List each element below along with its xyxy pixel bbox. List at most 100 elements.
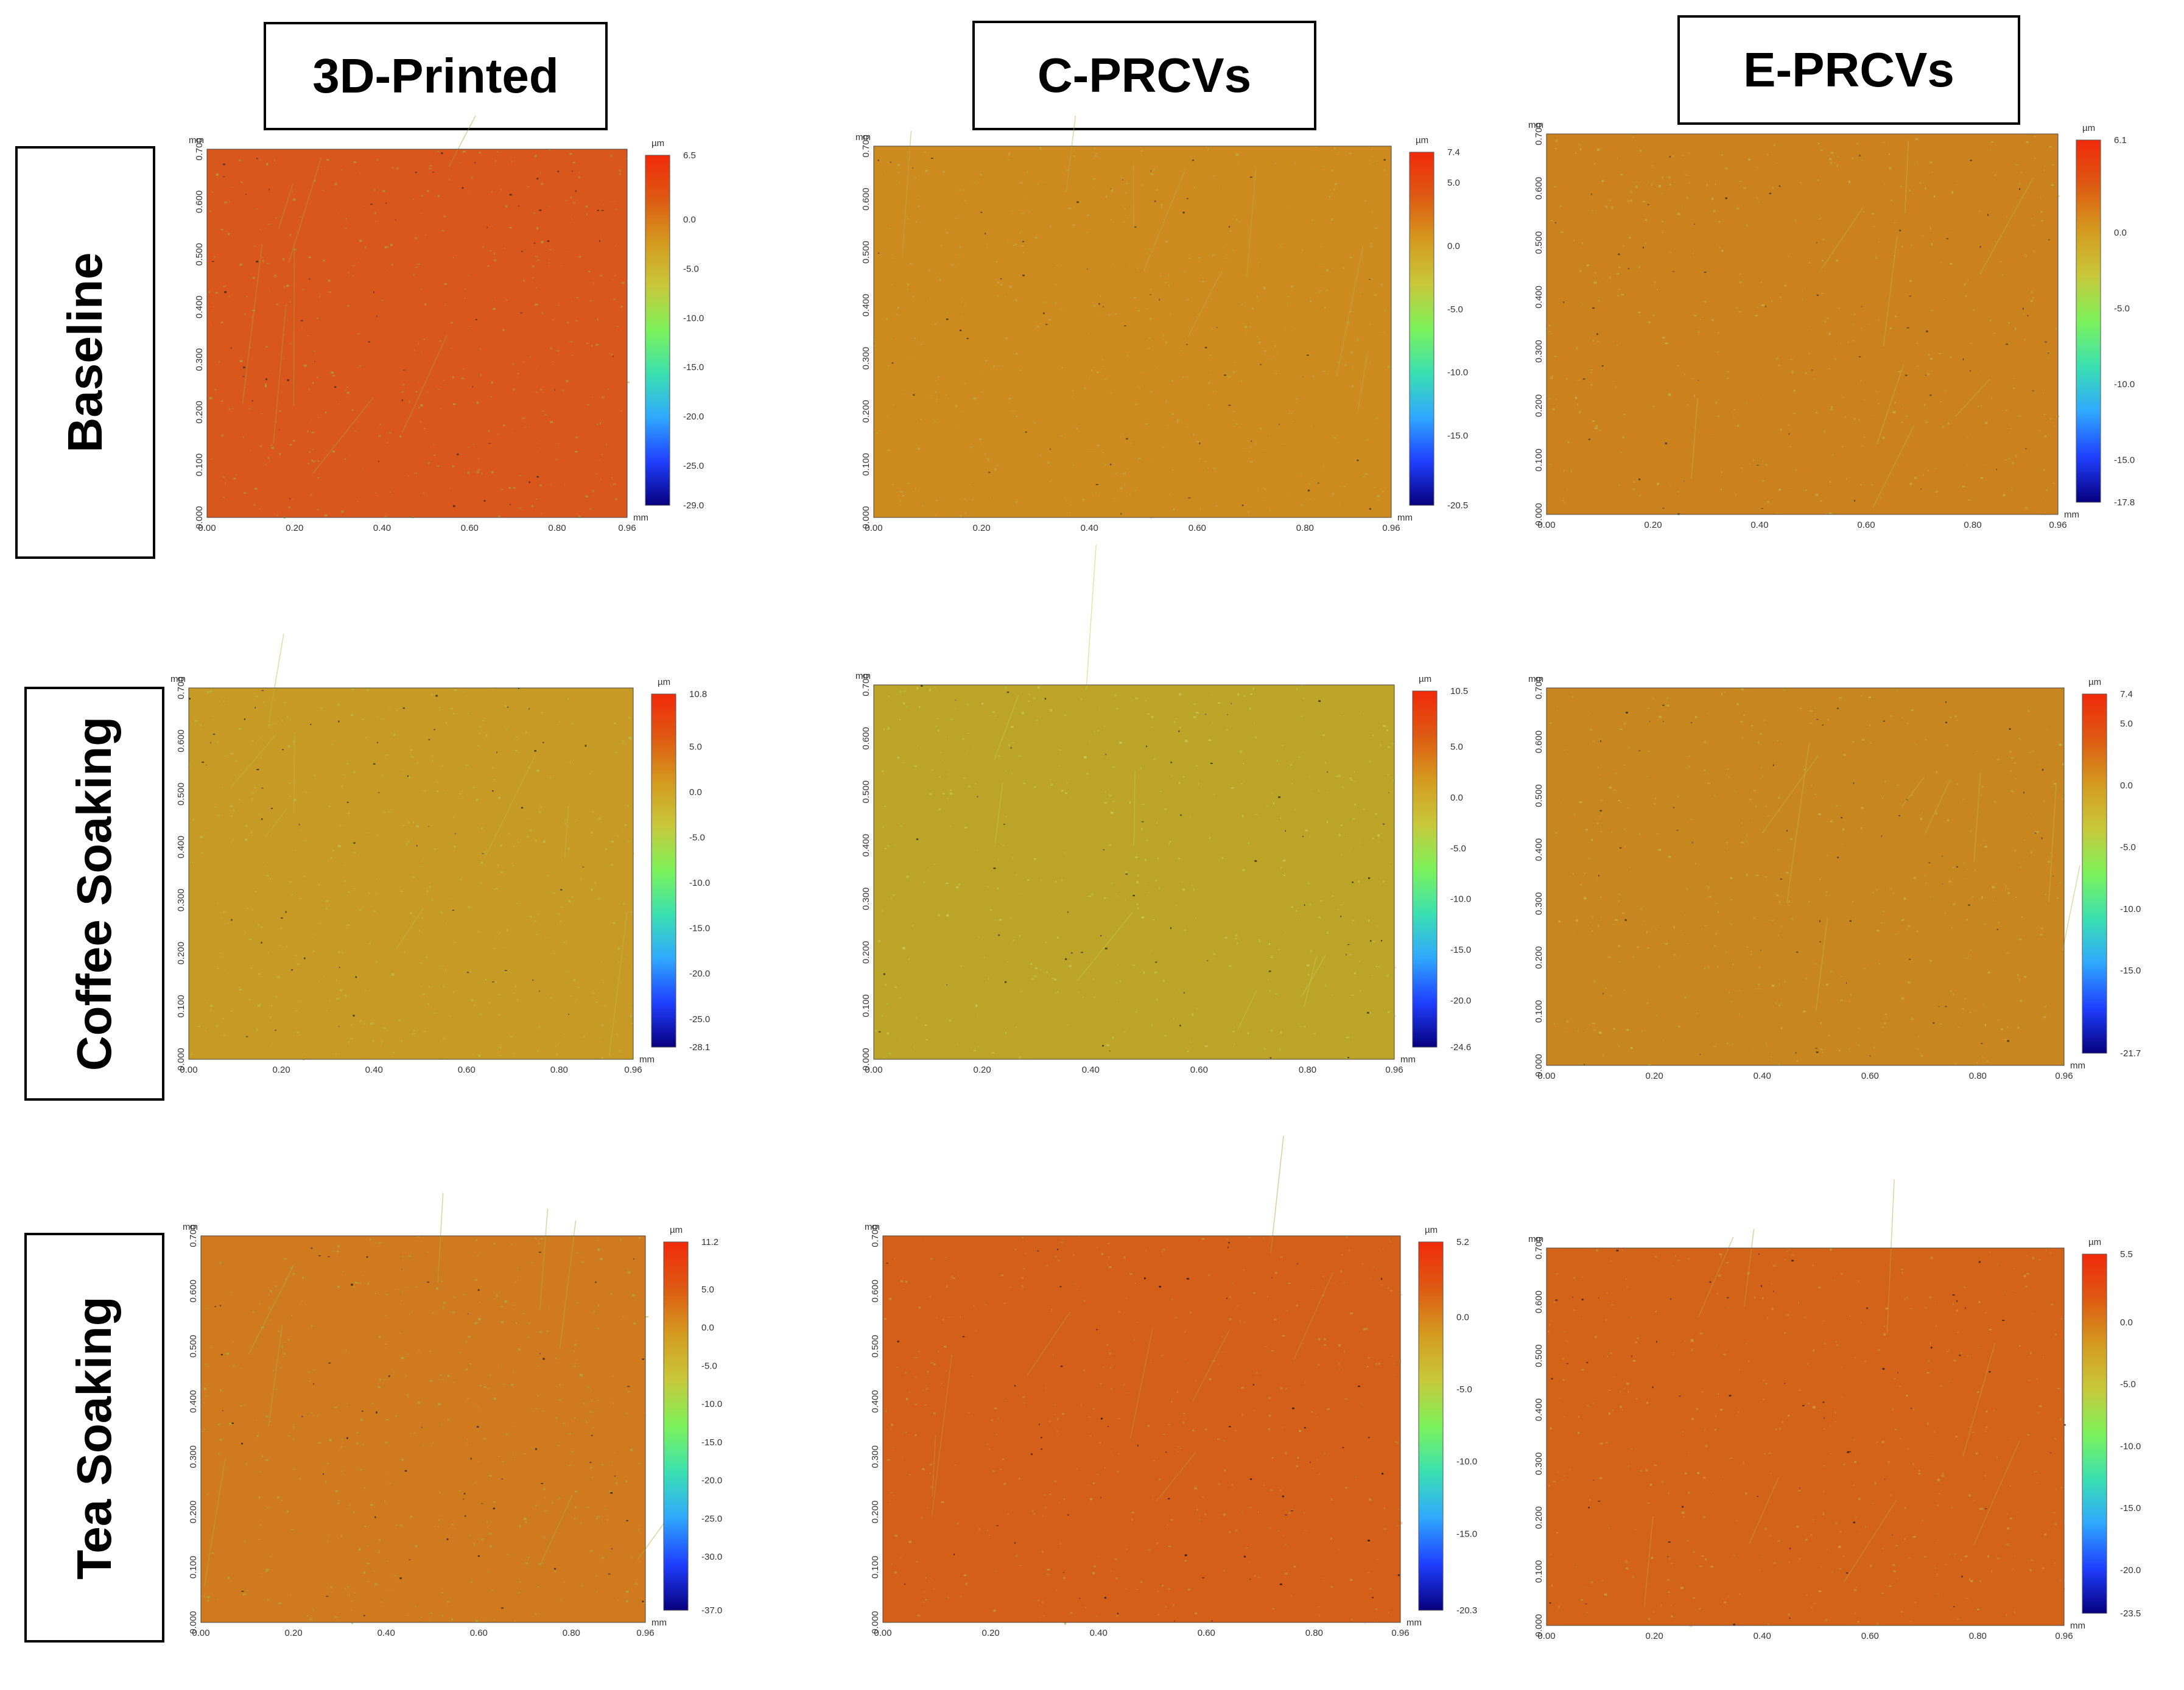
surface-map-tea-3d-printed: mm mm 0.00 0.20 0.40 0.60 0.80 0.96 0.000 0.100 0.… [177, 1193, 749, 1671]
colorbar [1409, 152, 1434, 506]
x-tick-label: 0.40 [373, 523, 391, 533]
y-tick-label: 0.500 [1534, 231, 1544, 254]
x-tick-label: 0.40 [377, 1628, 395, 1638]
x-tick-label: 0.96 [1385, 1065, 1403, 1075]
y-tick-label: 0.000 [870, 1611, 880, 1634]
y-tick-label: 0.200 [861, 941, 871, 964]
colorbar-tick-label: 5.0 [701, 1285, 714, 1295]
x-tick-label: 0.96 [636, 1628, 654, 1638]
y-tick-label: 0.300 [861, 347, 871, 370]
x-tick-label: 0.60 [1857, 520, 1875, 530]
colorbar [2082, 693, 2107, 1054]
surface-map-svg: mm mm 0.00 0.20 0.40 0.60 0.80 0.96 0.000 0.100 0.… [170, 633, 710, 1075]
surface-texture [1547, 688, 2080, 1066]
y-tick-label: 0.000 [188, 1611, 198, 1634]
x-tick-label: 0.00 [198, 523, 216, 533]
colorbar-unit-label: µm [1419, 674, 1431, 684]
x-tick-label: 0.00 [192, 1628, 209, 1638]
colorbar-tick-label: -15.0 [1447, 431, 1468, 441]
x-unit-label: mm [651, 1618, 667, 1628]
colorbar-tick-label: -10.0 [701, 1399, 722, 1409]
y-unit-label: mm [855, 132, 871, 142]
y-tick-label: 0.700 [870, 1224, 880, 1247]
column-header-label: C-PRCVs [1037, 48, 1252, 102]
colorbar-tick-label: 5.0 [2120, 719, 2133, 729]
surface-map-svg: mm mm 0.00 0.20 0.40 0.60 0.80 0.96 0.000 0.100 0.… [183, 1193, 722, 1638]
row-header-label: Tea Soaking [67, 1296, 121, 1580]
y-tick-label: 0.400 [861, 834, 871, 857]
colorbar-tick-label: 0.0 [689, 787, 702, 798]
colorbar-tick-label: 0.0 [1447, 241, 1460, 251]
x-tick-label: 0.60 [1189, 523, 1206, 533]
colorbar-tick-label: 5.2 [1456, 1237, 1469, 1247]
colorbar-tick-label: 0.0 [2114, 228, 2127, 238]
colorbar-tick-label: -5.0 [1450, 843, 1466, 854]
y-tick-label: 0.000 [861, 1048, 871, 1071]
colorbar-tick-label: -20.0 [689, 969, 710, 979]
colorbar-tick-label: -15.0 [683, 362, 704, 373]
colorbar-tick-label: 0.0 [683, 214, 696, 225]
x-unit-label: mm [2070, 1621, 2085, 1631]
y-tick-label: 0.300 [188, 1445, 198, 1468]
colorbar-tick-label: -5.0 [1447, 304, 1463, 315]
y-unit-label: mm [1528, 120, 1543, 130]
y-tick-label: 0.400 [194, 296, 205, 319]
colorbar-tick-label: -28.1 [689, 1042, 710, 1053]
colorbar [645, 155, 670, 506]
surface-map-tea-c-prcvs: mm mm 0.00 0.20 0.40 0.60 0.80 0.96 0.000 0.100 0.… [859, 1135, 1504, 1671]
colorbar-tick-label: -23.5 [2120, 1608, 2141, 1619]
y-tick-label: 0.500 [176, 783, 186, 806]
colorbar-tick-label: -5.0 [2120, 842, 2136, 852]
y-tick-label: 0.500 [861, 780, 871, 804]
surface-map-svg: mm mm 0.00 0.20 0.40 0.60 0.80 0.96 0.000 0.100 0.… [1528, 674, 2141, 1081]
colorbar-tick-label: -20.0 [701, 1476, 722, 1486]
colorbar-tick-label: -10.0 [1447, 368, 1468, 378]
x-tick-label: 0.80 [1969, 1071, 1987, 1081]
row-header-tea-soaking: Tea Soaking [24, 1233, 164, 1643]
y-tick-label: 0.000 [1534, 503, 1544, 526]
row-header-baseline: Baseline [15, 146, 155, 559]
height-map-image [883, 1236, 1400, 1622]
y-tick-label: 0.700 [188, 1224, 198, 1247]
y-tick-label: 0.300 [176, 889, 186, 912]
y-unit-label: mm [183, 1222, 198, 1232]
x-unit-label: mm [1406, 1618, 1422, 1628]
height-map-image [874, 685, 1394, 1059]
colorbar-tick-label: -29.0 [683, 500, 704, 511]
colorbar-tick-label: 7.4 [2120, 689, 2133, 699]
x-tick-label: 0.96 [2055, 1631, 2073, 1641]
colorbar-tick-label: -24.6 [1450, 1042, 1471, 1053]
colorbar-tick-label: 5.0 [1450, 742, 1463, 752]
height-map-image [1547, 1248, 2064, 1625]
y-tick-label: 0.200 [194, 401, 205, 424]
y-tick-label: 0.300 [1534, 892, 1544, 916]
y-unit-label: mm [170, 674, 186, 684]
colorbar [2082, 1253, 2107, 1614]
x-unit-label: mm [1397, 513, 1413, 523]
surface-map-svg: mm mm 0.00 0.20 0.40 0.60 0.80 0.96 0.000 0.100 0.… [865, 1135, 1477, 1638]
surface-map-coffee-e-prcvs: mm mm 0.00 0.20 0.40 0.60 0.80 0.96 0.000 0.100 0.… [1522, 674, 2168, 1114]
y-tick-label: 0.500 [1534, 784, 1544, 807]
colorbar-tick-label: -20.0 [2120, 1565, 2141, 1576]
colorbar-tick-label: 5.0 [1447, 178, 1460, 188]
colorbar-tick-label: 0.0 [2120, 1317, 2133, 1328]
y-tick-label: 0.100 [1534, 449, 1544, 472]
x-tick-label: 0.60 [470, 1628, 488, 1638]
colorbar-tick-label: -10.0 [683, 313, 704, 323]
colorbar [1412, 690, 1438, 1048]
y-tick-label: 0.100 [870, 1556, 880, 1579]
y-tick-label: 0.600 [1534, 177, 1544, 200]
x-tick-label: 0.96 [2049, 520, 2066, 530]
y-unit-label: mm [189, 135, 204, 146]
column-header-e-prcvs: E-PRCVs [1677, 15, 2020, 125]
y-tick-label: 0.100 [188, 1556, 198, 1579]
y-tick-label: 0.100 [861, 994, 871, 1017]
y-tick-label: 0.400 [861, 294, 871, 317]
x-tick-label: 0.60 [461, 523, 479, 533]
height-map-image [201, 1236, 645, 1622]
y-tick-label: 0.600 [194, 191, 205, 214]
x-tick-label: 0.96 [1391, 1628, 1409, 1638]
height-map-image [189, 688, 633, 1059]
column-header-3d-printed: 3D-Printed [264, 22, 608, 130]
y-tick-label: 0.300 [870, 1445, 880, 1468]
